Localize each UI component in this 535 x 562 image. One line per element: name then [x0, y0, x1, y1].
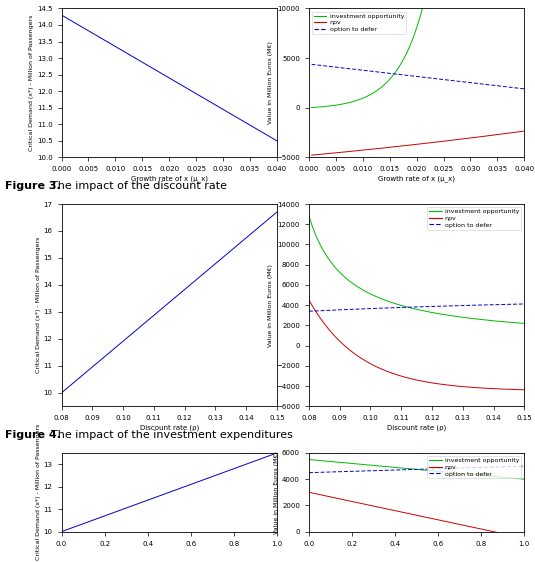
- X-axis label: Discount rate (ρ): Discount rate (ρ): [140, 424, 199, 430]
- Legend: investment opportunity, npv, option to defer: investment opportunity, npv, option to d…: [427, 207, 521, 229]
- X-axis label: Growth rate of x (μ_x): Growth rate of x (μ_x): [131, 175, 208, 182]
- X-axis label: Growth rate of x (μ_x): Growth rate of x (μ_x): [378, 175, 455, 182]
- Text: Figure 4.: Figure 4.: [5, 430, 62, 440]
- Y-axis label: Value in Million Euros (M€): Value in Million Euros (M€): [268, 264, 273, 347]
- Y-axis label: Critical Demand (x*) - Million of Passengers: Critical Demand (x*) - Million of Passen…: [36, 424, 41, 560]
- Text: The impact of the discount rate: The impact of the discount rate: [44, 182, 227, 191]
- Y-axis label: Critical Demand (x*) - Million of Passengers: Critical Demand (x*) - Million of Passen…: [36, 237, 41, 373]
- Text: The impact of the investment expenditures: The impact of the investment expenditure…: [44, 430, 293, 440]
- Y-axis label: Critical Demand (x*) - Million of Passengers: Critical Demand (x*) - Million of Passen…: [29, 15, 34, 151]
- Legend: investment opportunity, npv, option to defer: investment opportunity, npv, option to d…: [312, 12, 406, 34]
- Text: Figure 3.: Figure 3.: [5, 182, 61, 191]
- X-axis label: Discount rate (ρ): Discount rate (ρ): [387, 424, 446, 430]
- Legend: investment opportunity, npv, option to defer: investment opportunity, npv, option to d…: [427, 456, 521, 478]
- Y-axis label: Value in Million Euros (M€): Value in Million Euros (M€): [274, 451, 279, 534]
- Y-axis label: Value in Million Euros (M€): Value in Million Euros (M€): [269, 42, 273, 124]
